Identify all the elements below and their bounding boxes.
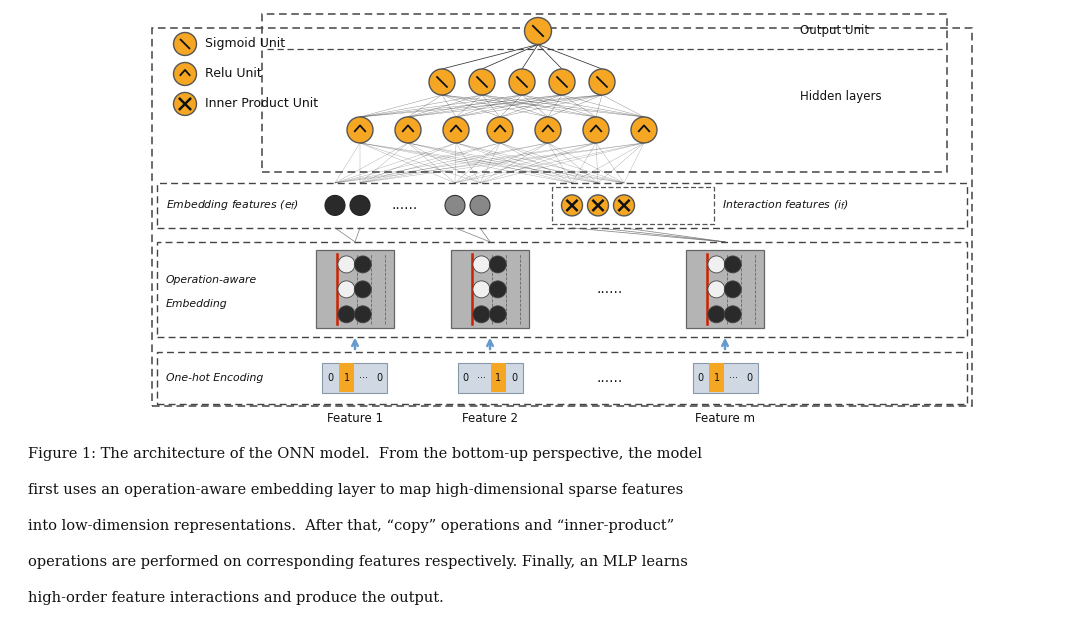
FancyBboxPatch shape [451, 250, 529, 328]
Circle shape [725, 281, 741, 298]
Circle shape [613, 195, 635, 216]
Text: Relu Unit: Relu Unit [205, 67, 261, 81]
FancyBboxPatch shape [490, 363, 505, 392]
Text: 0: 0 [327, 373, 334, 383]
Text: into low-dimension representations.  After that, “copy” operations and “inner-pr: into low-dimension representations. Afte… [28, 519, 674, 533]
Circle shape [174, 93, 197, 116]
Circle shape [509, 69, 535, 95]
Text: Feature m: Feature m [696, 412, 755, 425]
Text: ···: ··· [729, 373, 738, 383]
FancyBboxPatch shape [458, 363, 523, 393]
Circle shape [354, 306, 372, 323]
Text: 1: 1 [495, 373, 501, 383]
Text: ···: ··· [477, 373, 486, 383]
Circle shape [473, 306, 490, 323]
Circle shape [707, 306, 725, 323]
Circle shape [487, 117, 513, 143]
Circle shape [174, 62, 197, 86]
FancyBboxPatch shape [316, 250, 394, 328]
FancyBboxPatch shape [692, 363, 757, 393]
Circle shape [725, 306, 741, 323]
Text: 0: 0 [746, 373, 753, 383]
Text: Interaction features ($i_f$): Interaction features ($i_f$) [723, 199, 849, 212]
Text: high-order feature interactions and produce the output.: high-order feature interactions and prod… [28, 591, 444, 605]
Circle shape [525, 18, 552, 44]
Circle shape [473, 281, 490, 298]
Circle shape [583, 117, 609, 143]
Text: Operation-aware: Operation-aware [166, 275, 257, 285]
Text: ···: ··· [359, 373, 367, 383]
Circle shape [725, 256, 741, 273]
Circle shape [707, 281, 725, 298]
FancyBboxPatch shape [710, 363, 725, 392]
Text: 0: 0 [376, 373, 382, 383]
Circle shape [588, 195, 608, 216]
Text: One-hot Encoding: One-hot Encoding [166, 373, 264, 383]
Text: Feature 2: Feature 2 [462, 412, 518, 425]
Circle shape [707, 256, 725, 273]
Text: Figure 1: The architecture of the ONN model.  From the bottom-up perspective, th: Figure 1: The architecture of the ONN mo… [28, 447, 702, 461]
Circle shape [429, 69, 455, 95]
Text: Embedding features ($e_f$): Embedding features ($e_f$) [166, 198, 299, 212]
FancyBboxPatch shape [339, 363, 354, 392]
Text: ......: ...... [392, 198, 418, 212]
Text: Sigmoid Unit: Sigmoid Unit [205, 37, 285, 50]
Circle shape [443, 117, 469, 143]
Circle shape [354, 281, 372, 298]
Text: Hidden layers: Hidden layers [800, 90, 881, 103]
Text: 0: 0 [511, 373, 517, 383]
Circle shape [338, 256, 355, 273]
Circle shape [395, 117, 421, 143]
Circle shape [338, 281, 355, 298]
Circle shape [325, 196, 345, 215]
Circle shape [631, 117, 657, 143]
Circle shape [445, 196, 465, 215]
Circle shape [469, 69, 495, 95]
Circle shape [535, 117, 561, 143]
Text: ......: ...... [597, 371, 623, 385]
Circle shape [489, 281, 507, 298]
Text: 1: 1 [343, 373, 350, 383]
Circle shape [473, 256, 490, 273]
Circle shape [589, 69, 615, 95]
Text: ......: ...... [597, 283, 623, 297]
Text: Inner Product Unit: Inner Product Unit [205, 97, 319, 110]
Text: 1: 1 [714, 373, 720, 383]
Text: 0: 0 [462, 373, 469, 383]
Text: Feature 1: Feature 1 [327, 412, 383, 425]
Circle shape [489, 256, 507, 273]
Circle shape [489, 306, 507, 323]
Circle shape [470, 196, 490, 215]
Text: Output Unit: Output Unit [800, 25, 869, 37]
Circle shape [354, 256, 372, 273]
Text: 0: 0 [698, 373, 704, 383]
Circle shape [338, 306, 355, 323]
Text: operations are performed on corresponding features respectively. Finally, an MLP: operations are performed on correspondin… [28, 555, 688, 569]
Circle shape [174, 32, 197, 55]
Circle shape [350, 196, 370, 215]
Circle shape [549, 69, 575, 95]
Circle shape [347, 117, 373, 143]
Text: first uses an operation-aware embedding layer to map high-dimensional sparse fea: first uses an operation-aware embedding … [28, 483, 684, 497]
FancyBboxPatch shape [686, 250, 764, 328]
Circle shape [562, 195, 582, 216]
Text: Embedding: Embedding [166, 298, 228, 309]
FancyBboxPatch shape [323, 363, 388, 393]
